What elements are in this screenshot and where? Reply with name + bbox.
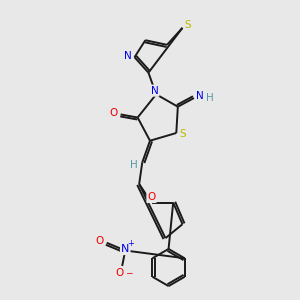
Text: O: O [147,192,156,202]
Text: H: H [130,160,137,170]
Text: N: N [121,244,129,254]
Text: N: N [124,51,132,61]
Text: N: N [151,85,158,96]
Text: S: S [185,20,191,30]
Text: +: + [127,239,134,248]
Text: S: S [179,129,186,139]
Text: N: N [196,91,204,101]
Text: −: − [124,268,132,277]
Text: O: O [96,236,104,246]
Text: O: O [116,268,124,278]
Text: O: O [110,108,118,118]
Text: H: H [206,93,213,103]
